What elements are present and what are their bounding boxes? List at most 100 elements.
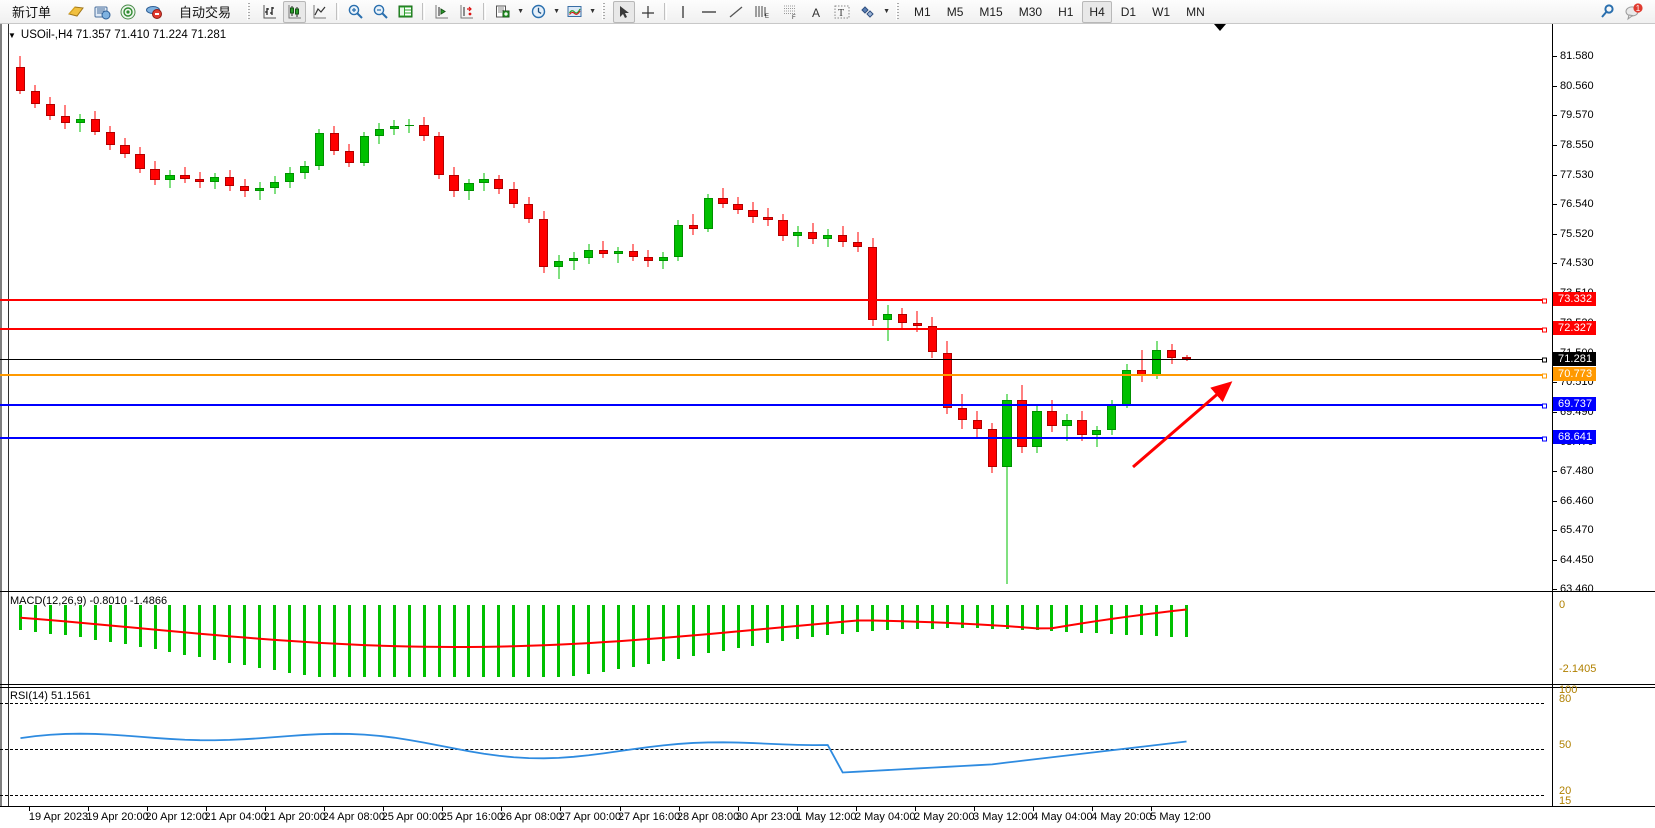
macd-histogram-bar [422,605,426,677]
time-tick [1091,806,1093,811]
candlestick [598,240,609,259]
templates-icon[interactable] [563,1,586,23]
profile-icon[interactable] [64,1,88,23]
fibonacci-icon[interactable]: F [778,1,804,23]
horizontal-line-icon[interactable] [696,1,722,23]
crosshair-icon[interactable] [637,1,659,23]
period-clock-icon[interactable] [527,1,550,23]
candlestick [628,243,639,262]
vertical-line-icon[interactable] [672,1,694,23]
macd-histogram-bar [1185,605,1189,638]
price-tick: 76.540 [1553,198,1655,210]
add-indicator-dropdown-caret[interactable]: ▼ [517,8,524,15]
timeframe-w1[interactable]: W1 [1145,1,1177,23]
add-indicator-icon[interactable] [491,1,514,23]
macd-histogram-bar [900,605,904,630]
candle-wick [797,226,799,247]
alerts-icon[interactable]: 1 [1621,1,1647,23]
candle-body [225,177,235,187]
news-icon[interactable] [90,1,114,23]
auto-scroll-icon[interactable] [455,1,478,23]
price-scale[interactable]: 81.580 80.560 79.570 78.550 77.530 76.540 75.5… [1552,24,1655,828]
level-anchor-handle[interactable] [1542,298,1547,304]
candle-body [927,326,938,353]
candle-body [912,323,923,327]
level-anchor-handle[interactable] [1542,436,1547,442]
candle-wick [1006,393,1008,584]
time-scale[interactable]: 19 Apr 2023 19 Apr 20:00 20 Apr 12:00 21 Ap… [0,806,1655,828]
support-1-line[interactable] [0,403,1547,409]
candle-body [255,187,265,191]
level-anchor-handle[interactable] [1542,373,1547,379]
autotrading-button[interactable]: 自动交易 [168,1,242,23]
candlestick [808,223,818,244]
chart-menu-caret-icon[interactable]: ▼ [8,30,16,40]
scroll-position-marker[interactable] [1214,24,1226,31]
period-dropdown-caret[interactable]: ▼ [553,8,560,15]
candlestick [1062,414,1072,441]
resistance-2-line[interactable] [0,298,1547,304]
current-price-line[interactable] [0,357,1547,363]
bullish-trend-arrow[interactable] [1125,379,1235,474]
templates-dropdown-caret[interactable]: ▼ [589,8,596,15]
timeframe-m1[interactable]: M1 [907,1,938,23]
support-2-line[interactable] [0,436,1547,442]
line-chart-icon[interactable] [308,1,331,23]
trendline-icon[interactable] [724,1,748,23]
macd-histogram-bar [587,605,591,675]
timeframe-mn[interactable]: MN [1179,1,1212,23]
chart-container[interactable]: ▼ USOil-,H4 71.357 71.410 71.224 71.281 … [0,24,1655,828]
candlestick [763,208,773,226]
cursor-icon[interactable] [613,0,636,23]
time-label: 27 Apr 16:00 [617,811,681,823]
text-icon[interactable]: A [806,1,828,23]
shift-end-icon[interactable] [430,1,453,23]
level-anchor-handle[interactable] [1542,403,1547,409]
candle-body [583,249,594,259]
candle-body [45,103,55,116]
candlestick-chart-icon[interactable] [283,0,307,23]
timeframe-m30[interactable]: M30 [1012,1,1049,23]
signals-icon[interactable] [116,1,140,23]
pivot-line[interactable] [0,373,1547,379]
level-anchor-handle[interactable] [1542,357,1547,363]
resistance-1-line[interactable] [0,327,1547,333]
zoom-out-icon[interactable] [369,1,392,23]
zoom-in-icon[interactable] [344,1,367,23]
shapes-icon[interactable] [856,1,880,23]
candlestick [120,137,130,159]
candle-body [658,256,668,262]
candlestick [404,118,414,134]
search-icon[interactable] [1595,1,1619,23]
bar-chart-icon[interactable] [258,1,281,23]
candle-body [1062,420,1072,427]
candle-body [240,186,250,191]
price-tick: 80.560 [1553,80,1655,92]
time-label: 5 May 12:00 [1150,811,1211,823]
svg-text:F: F [792,15,796,20]
price-tick: 75.520 [1553,228,1655,240]
timeframe-m15[interactable]: M15 [972,1,1009,23]
shapes-dropdown-caret[interactable]: ▼ [883,8,890,15]
text-label-icon[interactable]: T [830,1,854,23]
macd-histogram-bar [213,605,217,660]
timeframe-label: H1 [1058,4,1074,19]
candle-body [1047,411,1057,427]
candlestick [778,214,788,241]
timeframe-d1[interactable]: D1 [1114,1,1143,23]
timeframe-m5[interactable]: M5 [940,1,971,23]
elliott-wave-icon[interactable]: E [750,1,776,23]
rsi-level-50 [0,749,1544,750]
new-order-button[interactable]: 新订单 [1,1,62,23]
autotrading-icon[interactable] [142,1,166,23]
candle-body [389,125,399,129]
candlestick [853,231,863,253]
price-tick: 66.460 [1553,495,1655,507]
grid-icon[interactable] [394,1,417,23]
level-anchor-handle[interactable] [1542,327,1547,333]
candlestick [15,56,26,94]
timeframe-h4[interactable]: H4 [1082,0,1112,23]
timeframe-h1[interactable]: H1 [1051,1,1080,23]
candle-wick [573,252,575,271]
candlestick [867,237,878,327]
